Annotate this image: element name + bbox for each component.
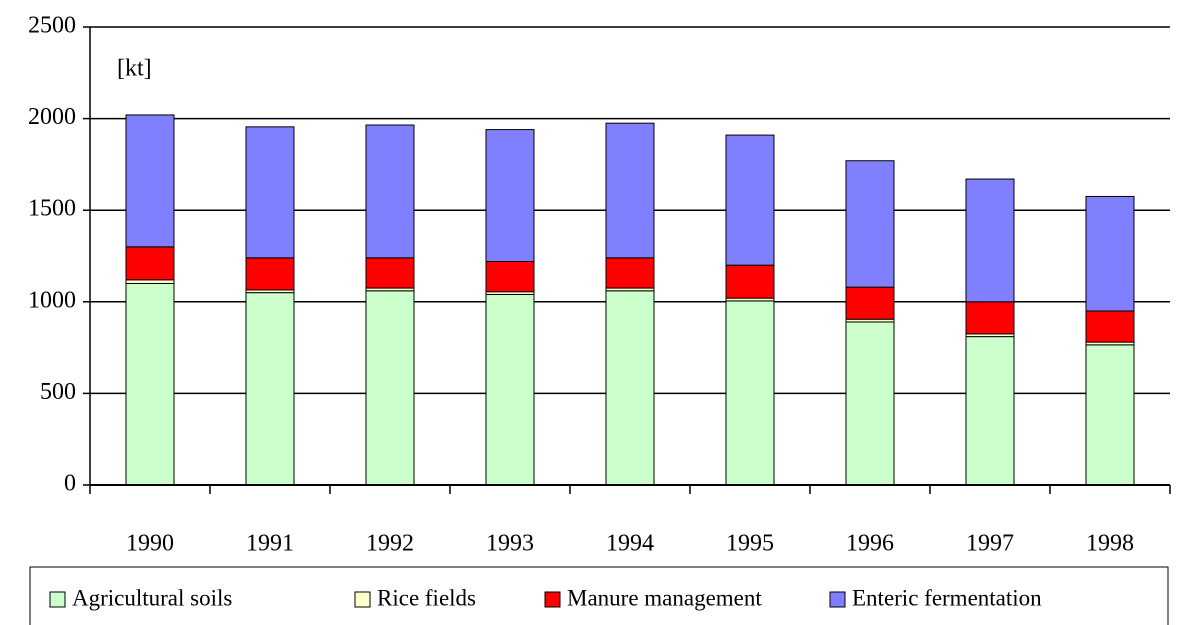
y-tick-label: 1500: [28, 196, 76, 222]
legend-label: Agricultural soils: [72, 585, 232, 610]
bar-segment: [605, 257, 655, 289]
bar-segment: [485, 260, 535, 293]
bar-segment: [725, 134, 775, 266]
legend-label: Rice fields: [377, 585, 476, 610]
bar-segment: [1085, 195, 1135, 312]
legend-swatch: [544, 591, 561, 608]
x-tick-label: 1993: [486, 531, 534, 557]
bar-segment: [965, 178, 1015, 303]
bar-segment: [965, 301, 1015, 335]
x-tick-label: 1992: [366, 531, 414, 557]
x-tick-label: 1997: [966, 531, 1014, 557]
bar-segment: [725, 264, 775, 299]
y-tick-label: 2500: [28, 13, 76, 39]
x-tick-label: 1996: [846, 531, 894, 557]
x-tick-label: 1995: [726, 531, 774, 557]
legend-swatch: [354, 591, 371, 608]
legend-label: Enteric fermentation: [852, 585, 1042, 610]
annotation: [kt]: [117, 56, 152, 82]
bar-segment: [845, 321, 895, 486]
x-tick-label: 1990: [126, 531, 174, 557]
legend: Agricultural soils Rice fields Manure mana…: [29, 566, 1169, 625]
bar-segment: [965, 336, 1015, 486]
legend-swatch: [49, 591, 66, 608]
bar-segment: [605, 290, 655, 486]
bar-segment: [125, 279, 175, 284]
bar-segment: [845, 160, 895, 288]
bar-segment: [365, 257, 415, 289]
bar-segment: [125, 114, 175, 248]
x-tick-label: 1994: [606, 531, 654, 557]
y-tick-label: 1000: [28, 287, 76, 313]
y-tick-label: 0: [64, 471, 76, 497]
legend-swatch: [829, 591, 846, 608]
bar-segment: [245, 292, 295, 486]
bar-segment: [485, 293, 535, 486]
y-tick-label: 500: [40, 379, 76, 405]
x-tick-label: 1998: [1086, 531, 1134, 557]
legend-label: Manure management: [567, 585, 762, 610]
x-tick-label: 1991: [246, 531, 294, 557]
bar-segment: [245, 126, 295, 259]
bar-segment: [365, 290, 415, 486]
bar-segment: [125, 282, 175, 486]
bar-segment: [605, 122, 655, 259]
bar-segment: [845, 286, 895, 320]
bar-segment: [125, 246, 175, 281]
legend-box: [29, 566, 1169, 625]
bar-segment: [1085, 310, 1135, 343]
bar-segment: [365, 124, 415, 259]
bar-segment: [1085, 344, 1135, 486]
y-tick-label: 2000: [28, 104, 76, 130]
bar-segment: [245, 257, 295, 291]
bar-segment: [725, 300, 775, 486]
bar-segment: [485, 129, 535, 262]
